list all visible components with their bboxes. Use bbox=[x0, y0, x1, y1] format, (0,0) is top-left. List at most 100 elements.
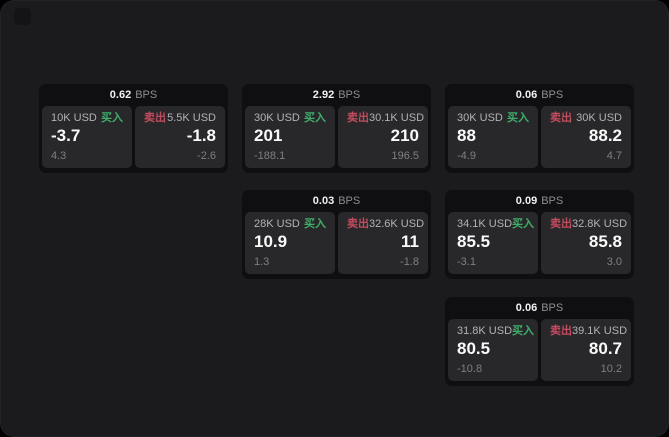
quote-card-2: 2.92 BPS 30K USD 买入 201 -188.1 卖出 30.1K … bbox=[242, 84, 431, 173]
sell-price: 88.2 bbox=[588, 126, 622, 145]
sell-top-row: 卖出 32.8K USD bbox=[550, 218, 627, 231]
sell-price: 85.8 bbox=[588, 232, 622, 251]
buy-side-label: 买入 bbox=[512, 325, 535, 337]
buy-top-row: 30K USD 买入 bbox=[457, 112, 529, 125]
buy-price: 10.9 bbox=[254, 232, 288, 251]
bps-value: 0.06 bbox=[515, 302, 538, 314]
quote-card-3: 0.06 BPS 30K USD 买入 88 -4.9 卖出 30K USD 8… bbox=[445, 84, 634, 173]
sell-amount: 5.5K USD bbox=[167, 112, 216, 124]
sell-side-label: 卖出 bbox=[144, 112, 166, 124]
buy-panel[interactable]: 28K USD 买入 10.9 1.3 bbox=[245, 212, 335, 274]
quote-panels: 31.8K USD 买入 80.5 -10.8 卖出 39.1K USD 80.… bbox=[445, 319, 634, 381]
quote-panels: 34.1K USD 买入 85.5 -3.1 卖出 32.8K USD 85.8… bbox=[445, 212, 634, 274]
buy-change: -10.8 bbox=[457, 363, 483, 375]
sell-change: -1.8 bbox=[400, 256, 419, 268]
sell-top-row: 卖出 39.1K USD bbox=[550, 325, 627, 338]
buy-top-row: 31.8K USD 买入 bbox=[457, 325, 534, 338]
bps-header: 2.92 BPS bbox=[242, 84, 431, 106]
buy-change: -188.1 bbox=[254, 150, 286, 162]
buy-price: 85.5 bbox=[457, 232, 491, 251]
quote-card-6: 0.06 BPS 31.8K USD 买入 80.5 -10.8 卖出 39.1… bbox=[445, 297, 634, 386]
sell-amount: 39.1K USD bbox=[572, 325, 628, 337]
bps-unit-label: BPS bbox=[541, 89, 564, 101]
quote-card-5: 0.09 BPS 34.1K USD 买入 85.5 -3.1 卖出 32.8K… bbox=[445, 190, 634, 279]
sell-side-label: 卖出 bbox=[550, 112, 572, 124]
buy-price: 201 bbox=[254, 126, 283, 145]
sell-price: -1.8 bbox=[186, 126, 216, 145]
bps-value: 0.62 bbox=[109, 89, 132, 101]
bps-header: 0.06 BPS bbox=[445, 84, 634, 106]
sell-panel[interactable]: 卖出 30K USD 88.2 4.7 bbox=[541, 106, 631, 168]
buy-top-row: 34.1K USD 买入 bbox=[457, 218, 534, 231]
buy-price: 80.5 bbox=[457, 339, 491, 358]
sell-top-row: 卖出 32.6K USD bbox=[347, 218, 424, 231]
bps-unit-label: BPS bbox=[541, 195, 564, 207]
bps-unit-label: BPS bbox=[541, 302, 564, 314]
quote-card-4: 0.03 BPS 28K USD 买入 10.9 1.3 卖出 32.6K US… bbox=[242, 190, 431, 279]
buy-panel[interactable]: 34.1K USD 买入 85.5 -3.1 bbox=[448, 212, 538, 274]
buy-amount: 10K USD bbox=[51, 112, 97, 124]
buy-panel[interactable]: 31.8K USD 买入 80.5 -10.8 bbox=[448, 319, 538, 381]
buy-amount: 30K USD bbox=[457, 112, 503, 124]
quote-card-1: 0.62 BPS 10K USD 买入 -3.7 4.3 卖出 5.5K USD… bbox=[39, 84, 228, 173]
buy-panel[interactable]: 30K USD 买入 88 -4.9 bbox=[448, 106, 538, 168]
sell-change: 196.5 bbox=[391, 150, 419, 162]
bps-header: 0.03 BPS bbox=[242, 190, 431, 212]
app-logo-icon bbox=[14, 8, 31, 25]
buy-amount: 30K USD bbox=[254, 112, 300, 124]
sell-panel[interactable]: 卖出 30.1K USD 210 196.5 bbox=[338, 106, 428, 168]
buy-side-label: 买入 bbox=[304, 218, 326, 230]
buy-price: -3.7 bbox=[51, 126, 81, 145]
sell-change: 3.0 bbox=[606, 256, 622, 268]
buy-change: -4.9 bbox=[457, 150, 476, 162]
sell-amount: 32.8K USD bbox=[572, 218, 628, 230]
buy-panel[interactable]: 30K USD 买入 201 -188.1 bbox=[245, 106, 335, 168]
buy-panel[interactable]: 10K USD 买入 -3.7 4.3 bbox=[42, 106, 132, 168]
sell-amount: 30K USD bbox=[576, 112, 622, 124]
bps-header: 0.06 BPS bbox=[445, 297, 634, 319]
sell-panel[interactable]: 卖出 39.1K USD 80.7 10.2 bbox=[541, 319, 631, 381]
buy-side-label: 买入 bbox=[507, 112, 529, 124]
buy-change: -3.1 bbox=[457, 256, 476, 268]
buy-side-label: 买入 bbox=[101, 112, 123, 124]
quote-panels: 28K USD 买入 10.9 1.3 卖出 32.6K USD 11 -1.8 bbox=[242, 212, 431, 274]
sell-price: 210 bbox=[390, 126, 419, 145]
buy-amount: 31.8K USD bbox=[457, 325, 513, 337]
bps-value: 0.09 bbox=[515, 195, 538, 207]
quote-panels: 30K USD 买入 201 -188.1 卖出 30.1K USD 210 1… bbox=[242, 106, 431, 168]
bps-unit-label: BPS bbox=[135, 89, 158, 101]
sell-change: -2.6 bbox=[197, 150, 216, 162]
bps-value: 2.92 bbox=[312, 89, 335, 101]
sell-change: 10.2 bbox=[600, 363, 622, 375]
sell-change: 4.7 bbox=[606, 150, 622, 162]
bps-value: 0.03 bbox=[312, 195, 335, 207]
sell-amount: 30.1K USD bbox=[369, 112, 425, 124]
quote-panels: 10K USD 买入 -3.7 4.3 卖出 5.5K USD -1.8 -2.… bbox=[39, 106, 228, 168]
sell-panel[interactable]: 卖出 5.5K USD -1.8 -2.6 bbox=[135, 106, 225, 168]
buy-top-row: 28K USD 买入 bbox=[254, 218, 326, 231]
sell-top-row: 卖出 5.5K USD bbox=[144, 112, 216, 125]
sell-side-label: 卖出 bbox=[347, 218, 369, 230]
buy-side-label: 买入 bbox=[304, 112, 326, 124]
sell-panel[interactable]: 卖出 32.8K USD 85.8 3.0 bbox=[541, 212, 631, 274]
bps-unit-label: BPS bbox=[338, 195, 361, 207]
sell-top-row: 卖出 30.1K USD bbox=[347, 112, 424, 125]
buy-price: 88 bbox=[457, 126, 476, 145]
buy-top-row: 10K USD 买入 bbox=[51, 112, 123, 125]
buy-amount: 34.1K USD bbox=[457, 218, 513, 230]
buy-side-label: 买入 bbox=[512, 218, 535, 230]
bps-value: 0.06 bbox=[515, 89, 538, 101]
sell-price: 11 bbox=[401, 232, 419, 251]
buy-amount: 28K USD bbox=[254, 218, 300, 230]
sell-side-label: 卖出 bbox=[550, 218, 572, 230]
sell-panel[interactable]: 卖出 32.6K USD 11 -1.8 bbox=[338, 212, 428, 274]
sell-side-label: 卖出 bbox=[347, 112, 369, 124]
buy-top-row: 30K USD 买入 bbox=[254, 112, 326, 125]
buy-change: 4.3 bbox=[51, 150, 67, 162]
sell-top-row: 卖出 30K USD bbox=[550, 112, 622, 125]
bps-header: 0.62 BPS bbox=[39, 84, 228, 106]
sell-amount: 32.6K USD bbox=[369, 218, 425, 230]
quote-panels: 30K USD 买入 88 -4.9 卖出 30K USD 88.2 4.7 bbox=[445, 106, 634, 168]
buy-change: 1.3 bbox=[254, 256, 270, 268]
